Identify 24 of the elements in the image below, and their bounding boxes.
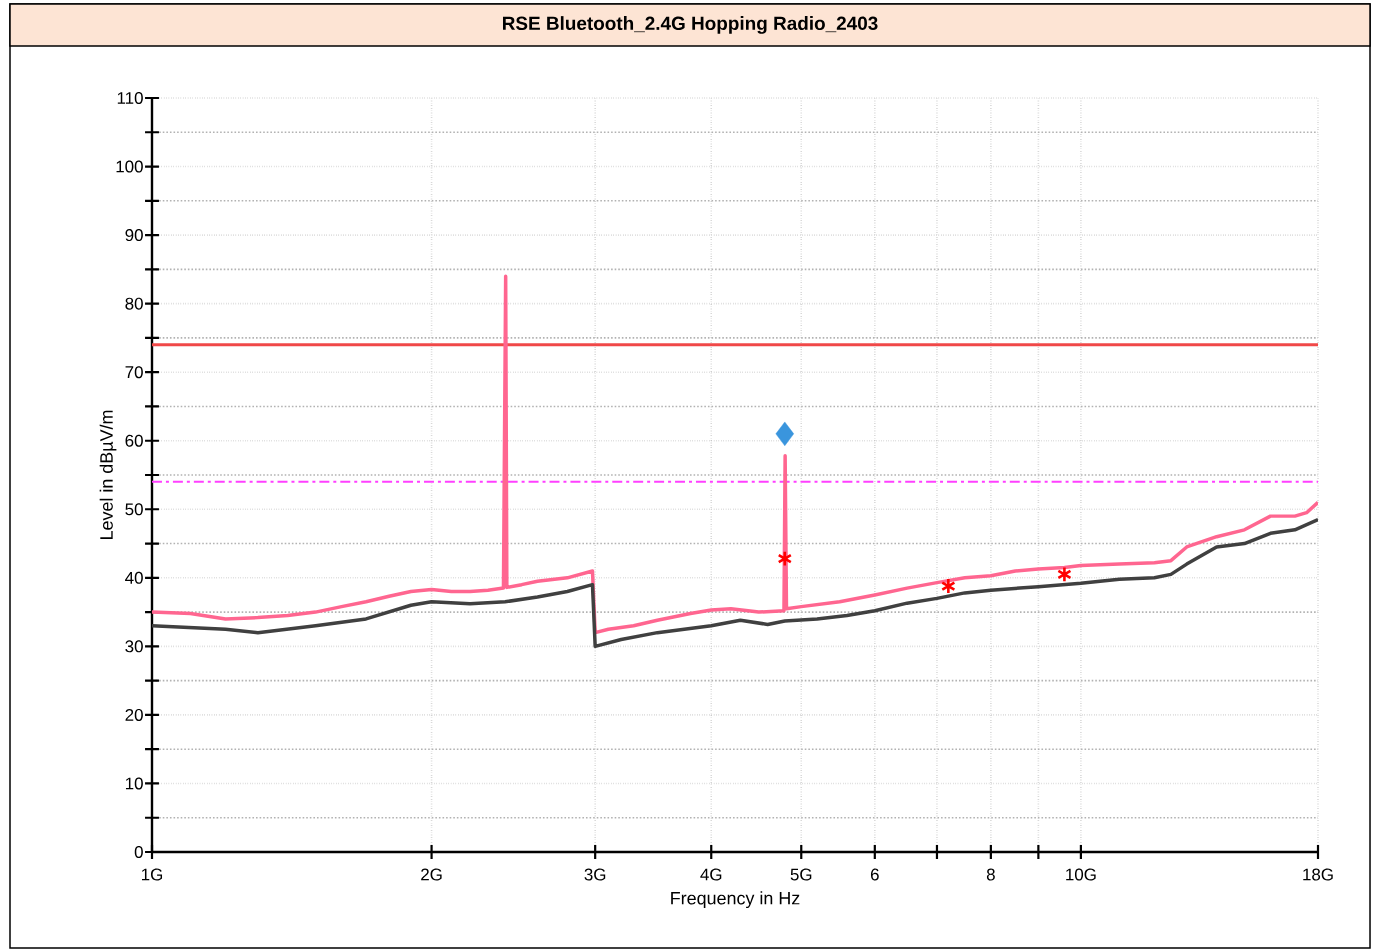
y-tick-label: 20 xyxy=(125,708,143,721)
x-axis-title: Frequency in Hz xyxy=(671,891,800,909)
y-axis-title: Level in dBµV/m xyxy=(99,410,117,539)
y-tick-label: 90 xyxy=(125,229,143,242)
x-tick-label: 6 xyxy=(870,868,879,881)
y-tick-label: 40 xyxy=(125,571,143,584)
y-tick-label: 10 xyxy=(125,777,143,790)
x-tick-label: 2G xyxy=(421,868,442,881)
x-tick-label: 1G xyxy=(142,868,163,881)
y-tick-label: 60 xyxy=(125,434,143,447)
x-tick-label: 4G xyxy=(700,868,722,881)
x-tick-label: 10G xyxy=(1066,868,1096,881)
y-tick-label: 110 xyxy=(117,91,143,104)
y-tick-label: 70 xyxy=(125,366,143,379)
y-tick-label: 50 xyxy=(125,503,143,516)
y-tick-label: 100 xyxy=(116,160,143,173)
x-tick-label: 18G xyxy=(1303,868,1333,881)
y-tick-label: 30 xyxy=(125,640,143,653)
x-tick-label: 3G xyxy=(584,868,606,881)
x-tick-label: 5G xyxy=(790,868,812,881)
y-tick-label: 0 xyxy=(134,846,143,858)
y-tick-label: 80 xyxy=(125,297,143,310)
x-tick-label: 8 xyxy=(986,868,995,881)
chart-title: RSE Bluetooth_2.4G Hopping Radio_2403 xyxy=(503,16,878,34)
